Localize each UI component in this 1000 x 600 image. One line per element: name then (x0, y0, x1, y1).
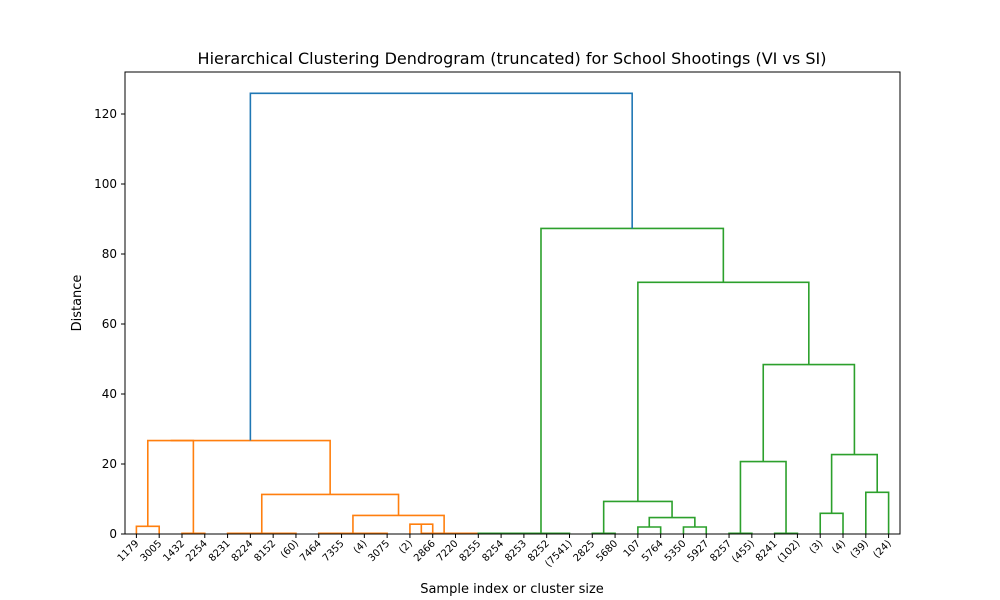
leaf-label: (2) (397, 538, 415, 556)
leaf-label: 5764 (640, 538, 666, 564)
y-tick-label: 120 (94, 107, 117, 121)
leaf-label: 2254 (184, 538, 210, 564)
dendrogram-link (682, 526, 708, 534)
dendrogram-link (420, 524, 467, 535)
dendrogram-link (648, 516, 696, 527)
dendrogram-link (762, 363, 856, 462)
dendrogram-link (146, 439, 195, 534)
leaf-label: 5680 (594, 538, 620, 564)
dendrogram-link (830, 453, 879, 514)
plot-frame (124, 71, 901, 535)
y-tick-label: 0 (109, 527, 117, 541)
leaf-label: 2866 (412, 538, 438, 564)
leaf-label: 3075 (366, 538, 392, 564)
dendrogram-link (170, 439, 331, 495)
dendrogram-link (865, 491, 890, 534)
dendrogram-link (260, 493, 400, 534)
chart-title: Hierarchical Clustering Dendrogram (trun… (198, 49, 827, 68)
leaf-label: 8231 (207, 538, 233, 564)
x-axis-label: Sample index or cluster size (420, 582, 604, 597)
leaf-label: 8255 (458, 538, 484, 564)
leaf-label: 7464 (298, 538, 324, 564)
leaf-label: 8254 (480, 538, 506, 564)
dendrogram-links (135, 92, 890, 535)
leaf-label: (4) (830, 538, 848, 556)
leaf-label: (3) (808, 538, 826, 556)
leaf-label: 2825 (572, 538, 598, 564)
leaf-label: 7220 (435, 538, 461, 564)
leaf-label: 1432 (161, 538, 187, 564)
leaf-label: 5927 (686, 538, 712, 564)
leaf-label: 8241 (754, 538, 780, 564)
leaf-label: 5350 (663, 538, 689, 564)
leaf-label: (39) (849, 538, 871, 560)
leaf-label: (455) (730, 538, 757, 565)
y-tick-label: 80 (102, 247, 117, 261)
dendrogram-link (249, 92, 633, 441)
dendrogram-link (637, 526, 662, 534)
dendrogram-link (135, 525, 160, 534)
dendrogram-link (540, 227, 725, 534)
dendrogram-link (637, 281, 810, 502)
leaf-label: 8253 (503, 538, 529, 564)
leaf-label: (102) (776, 538, 803, 565)
y-tick-label: 20 (102, 457, 117, 471)
y-tick-label: 40 (102, 387, 117, 401)
y-tick-label: 100 (94, 177, 117, 191)
leaf-label: 8257 (708, 538, 734, 564)
y-axis: 0 20 40 60 80 100 120 (94, 107, 125, 541)
leaf-label: (24) (871, 538, 893, 560)
leaf-label: 3005 (139, 538, 165, 564)
dendrogram-link (739, 460, 787, 534)
leaf-label: 8152 (253, 538, 279, 564)
leaf-label: (4) (352, 538, 370, 556)
leaf-label: 8224 (230, 538, 256, 564)
y-tick-label: 60 (102, 317, 117, 331)
leaf-label: 7355 (321, 538, 347, 564)
leaf-label: 1179 (116, 538, 142, 564)
y-axis-label: Distance (70, 275, 85, 332)
dendrogram-link (819, 512, 844, 534)
